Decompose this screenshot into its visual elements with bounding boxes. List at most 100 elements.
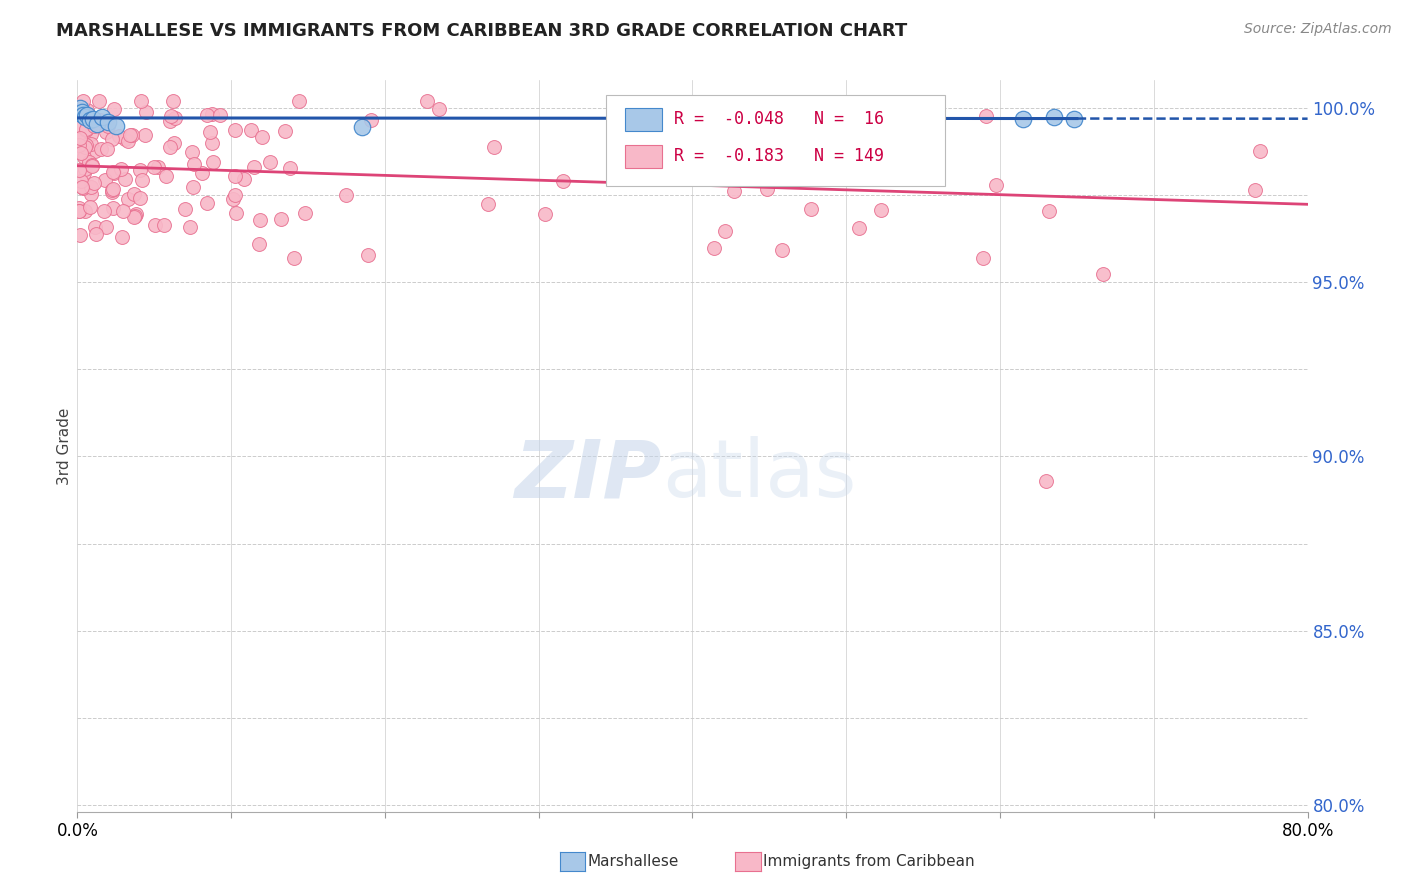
Point: [122, 210, 145, 224]
Point: [894, 147, 917, 161]
Point: [416, 94, 439, 108]
Point: [222, 193, 245, 207]
Point: [180, 145, 202, 159]
Point: [233, 171, 256, 186]
Point: [94, 125, 117, 139]
Point: [1063, 112, 1085, 126]
Point: [848, 220, 870, 235]
Point: [103, 102, 125, 116]
Point: [75, 137, 97, 152]
Point: [93, 204, 115, 219]
Point: [134, 128, 156, 142]
Point: [749, 166, 772, 180]
Point: [104, 119, 127, 133]
Point: [131, 173, 153, 187]
Point: [181, 180, 204, 194]
Point: [110, 162, 132, 177]
Point: [87, 94, 110, 108]
Point: [756, 182, 779, 196]
Point: [335, 187, 357, 202]
Point: [70, 104, 93, 119]
Point: [97, 119, 120, 133]
Point: [67, 163, 90, 178]
Point: [135, 104, 157, 119]
Point: [800, 202, 823, 216]
Point: [174, 202, 197, 216]
Point: [1012, 112, 1035, 126]
Point: [69, 119, 91, 133]
Point: [153, 218, 176, 232]
Point: [101, 183, 124, 197]
Point: [108, 128, 131, 143]
Point: [79, 136, 101, 151]
Point: [225, 205, 247, 219]
Point: [75, 106, 97, 120]
Point: [1092, 267, 1115, 281]
Point: [482, 140, 505, 154]
Bar: [624, 108, 662, 131]
Point: [191, 166, 214, 180]
Point: [224, 188, 246, 202]
Point: [89, 112, 111, 127]
Point: [870, 202, 893, 217]
Point: [97, 115, 120, 129]
Point: [114, 132, 136, 146]
Point: [770, 243, 793, 257]
Point: [121, 128, 143, 142]
Point: [250, 130, 273, 145]
Point: [103, 166, 125, 180]
Point: [67, 203, 90, 218]
Point: [160, 109, 183, 123]
Point: [974, 109, 997, 123]
Point: [224, 123, 246, 137]
Point: [67, 201, 90, 215]
Point: [128, 162, 150, 177]
Point: [94, 220, 117, 235]
Point: [1043, 110, 1066, 124]
FancyBboxPatch shape: [606, 95, 945, 186]
Point: [125, 207, 148, 221]
Point: [70, 146, 93, 161]
Point: [117, 192, 139, 206]
Point: [828, 114, 851, 128]
Point: [101, 132, 124, 146]
Text: ZIP: ZIP: [515, 436, 662, 515]
Point: [129, 94, 152, 108]
Point: [209, 108, 232, 122]
Point: [259, 154, 281, 169]
Point: [239, 122, 262, 136]
Point: [723, 184, 745, 198]
Point: [984, 178, 1007, 193]
Point: [179, 219, 201, 234]
Point: [1249, 144, 1271, 158]
Point: [80, 158, 103, 172]
Point: [195, 195, 218, 210]
Point: [278, 161, 301, 175]
Point: [90, 110, 114, 124]
Point: [73, 150, 96, 164]
Point: [80, 187, 103, 202]
Point: [972, 251, 994, 265]
Point: [111, 230, 134, 244]
Text: atlas: atlas: [662, 436, 856, 515]
Point: [67, 106, 90, 120]
Point: [69, 131, 91, 145]
Text: Marshallese: Marshallese: [588, 855, 679, 869]
Point: [350, 120, 373, 135]
Point: [75, 121, 97, 136]
Point: [72, 108, 94, 122]
Point: [201, 107, 224, 121]
Point: [283, 251, 305, 265]
Point: [274, 124, 297, 138]
Point: [80, 180, 103, 194]
Point: [163, 136, 186, 151]
Point: [79, 112, 101, 126]
Point: [67, 137, 90, 152]
Point: [101, 165, 124, 179]
Point: [70, 180, 93, 194]
Point: [70, 174, 93, 188]
Bar: [624, 145, 662, 168]
Point: [714, 224, 737, 238]
Point: [143, 219, 166, 233]
Point: [75, 123, 97, 137]
